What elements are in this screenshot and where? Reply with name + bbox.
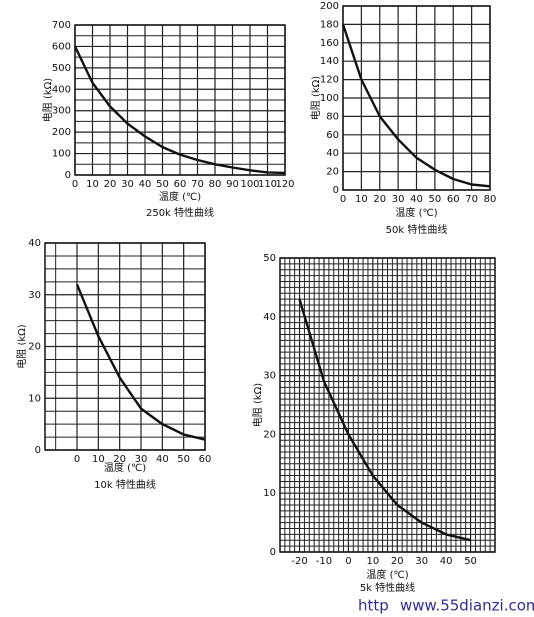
- y-tick-label: 0: [270, 547, 276, 558]
- x-tick-label: 60: [174, 179, 187, 190]
- y-tick-label: 300: [52, 106, 71, 117]
- y-tick-label: 200: [320, 1, 339, 12]
- x-tick-label: 50: [464, 556, 477, 567]
- x-tick-label: 10: [86, 179, 99, 190]
- x-tick-label: 110: [258, 179, 277, 190]
- chart-title: 5k 特性曲线: [360, 581, 415, 594]
- x-tick-label: 60: [199, 454, 212, 465]
- x-tick-label: 20: [113, 454, 126, 465]
- y-tick-label: 20: [28, 342, 41, 353]
- x-tick-label: 80: [209, 179, 222, 190]
- chart-title: 10k 特性曲线: [94, 478, 156, 491]
- y-tick-label: 100: [52, 149, 71, 160]
- y-tick-label: 10: [263, 488, 276, 499]
- y-tick-label: 100: [320, 93, 339, 104]
- plot-frame: [279, 257, 496, 553]
- y-tick-label: 40: [326, 148, 339, 159]
- chart-title: 250k 特性曲线: [146, 206, 214, 219]
- x-tick-label: 10: [355, 194, 368, 205]
- y-tick-label: 0: [65, 170, 71, 181]
- y-tick-label: 700: [52, 20, 71, 31]
- y-tick-label: 140: [320, 56, 339, 67]
- x-tick-label: -20: [291, 556, 307, 567]
- x-tick-label: 30: [392, 194, 405, 205]
- curve: [73, 45, 286, 175]
- y-tick-label: 40: [263, 312, 276, 323]
- x-tick-label: 0: [345, 556, 351, 567]
- x-tick-label: 40: [156, 454, 169, 465]
- plot-frame: [342, 5, 491, 191]
- x-tick-label: 80: [484, 194, 497, 205]
- y-tick-label: 600: [52, 41, 71, 52]
- x-tick-label: 40: [440, 556, 453, 567]
- x-tick-label: 60: [447, 194, 460, 205]
- y-tick-label: 30: [263, 371, 276, 382]
- curve: [341, 24, 491, 188]
- y-tick-label: 180: [320, 19, 339, 30]
- x-tick-label: 0: [340, 194, 346, 205]
- x-axis-label: 温度 (℃): [395, 206, 437, 219]
- chart-title: 50k 特性曲线: [386, 223, 448, 236]
- y-axis-label: 电阻 (kΩ): [309, 76, 322, 121]
- x-tick-label: 100: [240, 179, 259, 190]
- y-axis-label: 电阻 (kΩ): [41, 78, 54, 123]
- x-axis-label: 温度 (℃): [104, 461, 146, 474]
- x-tick-label: 70: [191, 179, 204, 190]
- watermark-site: www.55dianzi.com: [400, 597, 534, 615]
- x-axis-label: 温度 (℃): [159, 190, 201, 203]
- curve: [75, 283, 206, 441]
- y-tick-label: 30: [28, 290, 41, 301]
- x-tick-label: 30: [415, 556, 428, 567]
- y-tick-label: 500: [52, 63, 71, 74]
- x-tick-label: 40: [410, 194, 423, 205]
- x-tick-label: 0: [72, 179, 78, 190]
- y-tick-label: 40: [28, 238, 41, 249]
- x-tick-label: 20: [104, 179, 117, 190]
- y-axis-label: 电阻 (kΩ): [251, 383, 264, 428]
- x-tick-label: 30: [135, 454, 148, 465]
- x-tick-label: 50: [429, 194, 442, 205]
- y-tick-label: 200: [52, 127, 71, 138]
- x-tick-label: 20: [373, 194, 386, 205]
- y-tick-label: 20: [326, 167, 339, 178]
- x-tick-label: 90: [226, 179, 239, 190]
- x-tick-label: 10: [366, 556, 379, 567]
- y-tick-label: 120: [320, 75, 339, 86]
- y-tick-label: 0: [333, 185, 339, 196]
- x-tick-label: 50: [177, 454, 190, 465]
- y-tick-label: 10: [28, 393, 41, 404]
- plot-frame: [44, 242, 206, 451]
- plot-frame: [74, 24, 286, 176]
- x-tick-label: 20: [391, 556, 404, 567]
- x-tick-label: -10: [316, 556, 332, 567]
- curve: [298, 298, 471, 542]
- y-tick-label: 20: [263, 429, 276, 440]
- x-tick-label: 70: [465, 194, 478, 205]
- x-tick-label: 120: [275, 179, 294, 190]
- y-axis-label: 电阻 (kΩ): [15, 324, 28, 369]
- x-tick-label: 10: [92, 454, 105, 465]
- y-tick-label: 50: [263, 253, 276, 264]
- x-tick-label: 40: [139, 179, 152, 190]
- x-axis-label: 温度 (℃): [366, 568, 408, 581]
- y-tick-label: 60: [326, 130, 339, 141]
- y-tick-label: 400: [52, 84, 71, 95]
- y-tick-label: 80: [326, 111, 339, 122]
- x-tick-label: 50: [156, 179, 169, 190]
- y-tick-label: 0: [35, 445, 41, 456]
- watermark-prefix: http: [358, 597, 389, 615]
- x-tick-label: 30: [121, 179, 134, 190]
- y-tick-label: 160: [320, 38, 339, 49]
- x-tick-label: 0: [74, 454, 80, 465]
